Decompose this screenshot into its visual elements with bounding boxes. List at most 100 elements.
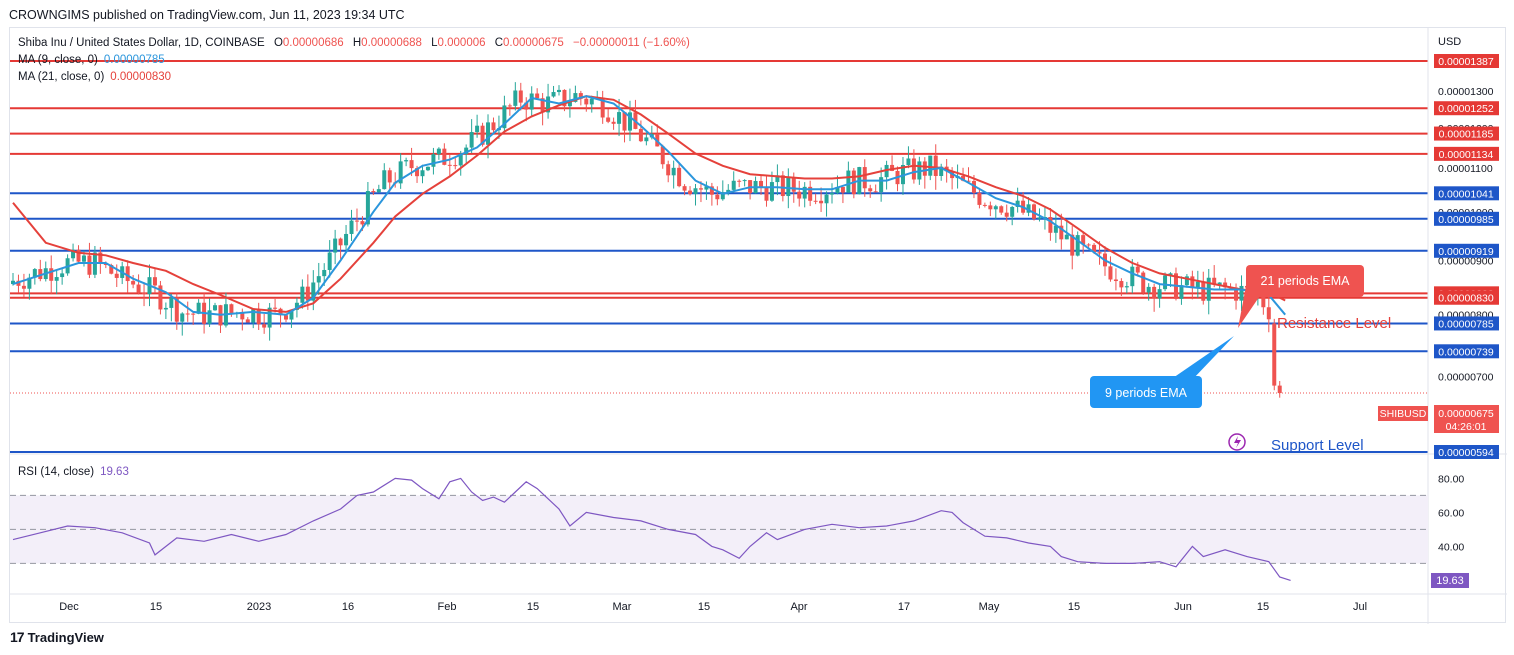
candle-body (425, 166, 430, 171)
ema21-line (12, 95, 1286, 313)
horizontal-levels (10, 60, 1428, 453)
candle-body (813, 200, 818, 202)
chart-frame: USD 0.000013000.000012000.000011000.0000… (9, 27, 1507, 624)
candle-body (961, 175, 966, 181)
candle-body (562, 89, 567, 107)
candle-body (1004, 212, 1009, 217)
candle-body (480, 125, 485, 145)
candle-body (284, 315, 288, 320)
candle-body (1152, 286, 1157, 299)
candle-body (114, 273, 119, 278)
candle-body (420, 170, 425, 177)
candle-body (404, 160, 409, 162)
candle-body (982, 204, 987, 206)
publisher-header: CROWNGIMS published on TradingView.com, … (9, 8, 405, 22)
candle-body (557, 89, 561, 93)
candle-body (1135, 266, 1140, 273)
flash-icon (1228, 433, 1246, 451)
candle-body (977, 192, 982, 205)
candle-body (1064, 234, 1069, 240)
candle-body (688, 190, 693, 195)
candle-body (1124, 286, 1129, 288)
candle-body (1184, 276, 1189, 286)
candle-body (879, 177, 884, 193)
candle-body (535, 93, 540, 99)
tradingview-chart[interactable]: USD 0.000013000.000012000.000011000.0000… (10, 28, 1507, 624)
candle-body (1086, 244, 1091, 246)
candle-body (349, 220, 354, 234)
ema9-callout-text: 9 periods EMA (1105, 386, 1188, 400)
candle-body (589, 98, 594, 105)
candle-body (502, 105, 507, 129)
level-tag (1434, 445, 1499, 459)
candle-body (163, 307, 168, 310)
symbol-legend: Shiba Inu / United States Dollar, 1D, CO… (18, 37, 690, 83)
level-tag (1434, 186, 1499, 201)
candle-body (993, 206, 998, 210)
candle-body (966, 180, 971, 182)
tv-logo-icon: 17 (10, 629, 25, 645)
ema9-line (12, 95, 1286, 316)
candle-body (1037, 217, 1042, 219)
candle-body (1163, 275, 1168, 290)
candle-body (819, 200, 824, 204)
level-tag (1434, 316, 1499, 331)
candle-body (693, 188, 698, 195)
candle-body (464, 147, 469, 155)
candle-body (600, 97, 605, 118)
level-tag (1434, 290, 1499, 305)
candle-body (1217, 282, 1222, 285)
candle-body (1070, 234, 1075, 256)
candle-body (262, 324, 267, 328)
candle-body (786, 177, 791, 197)
level-tag-text: 0.00001041 (1438, 188, 1494, 200)
candle-body (1261, 293, 1266, 308)
candle-body (469, 132, 474, 148)
level-tag-text: 0.00001185 (1439, 129, 1494, 141)
time-tick-label: Jun (1174, 601, 1192, 613)
candle-body (1053, 225, 1058, 233)
candle-body (245, 319, 250, 323)
last-price-value: 0.00000675 (1438, 408, 1494, 420)
candle-body (540, 98, 545, 113)
resistance-level-label: Resistance Level (1277, 315, 1391, 332)
candle-body (769, 182, 774, 201)
candle-body (71, 249, 76, 259)
candle-body (830, 193, 834, 195)
rsi-tick-label: 80.00 (1438, 473, 1464, 485)
candle-body (289, 309, 294, 320)
time-tick-label: 15 (1068, 601, 1080, 613)
candle-body (76, 249, 81, 262)
level-tag (1434, 344, 1499, 359)
candle-body (207, 310, 212, 324)
level-tag-text: 0.00000785 (1438, 318, 1494, 330)
tradingview-logo[interactable]: 17 TradingView (10, 629, 104, 645)
candle-body (644, 137, 649, 142)
level-tag (1434, 126, 1499, 141)
candle-body (698, 188, 703, 190)
candle-body (382, 170, 387, 190)
rsi-axis-ticks: 80.00 60.00 40.00 (1438, 473, 1464, 553)
tv-logo-text: TradingView (27, 629, 104, 645)
candle-body (1108, 266, 1113, 280)
candle-body (808, 186, 813, 201)
level-tag (1434, 146, 1499, 161)
candle-body (142, 292, 147, 295)
candle-body (709, 186, 714, 195)
candle-body (507, 105, 512, 107)
candle-body (513, 90, 518, 106)
candle-body (327, 252, 332, 270)
time-tick-label: Dec (59, 601, 79, 613)
candle-body (524, 102, 529, 110)
candle-body (81, 255, 86, 262)
candle-body (606, 117, 611, 122)
ma9-legend: MA (9, close, 0) 0.00000785 (18, 54, 165, 66)
time-tick-label: Feb (438, 601, 457, 613)
candle-body (180, 313, 185, 322)
candle-body (1113, 279, 1118, 282)
candle-body (60, 273, 65, 278)
time-tick-label: Mar (613, 601, 632, 613)
candle-body (1223, 282, 1228, 288)
candle-body (928, 155, 933, 176)
rsi-tick-label: 40.00 (1438, 541, 1464, 553)
